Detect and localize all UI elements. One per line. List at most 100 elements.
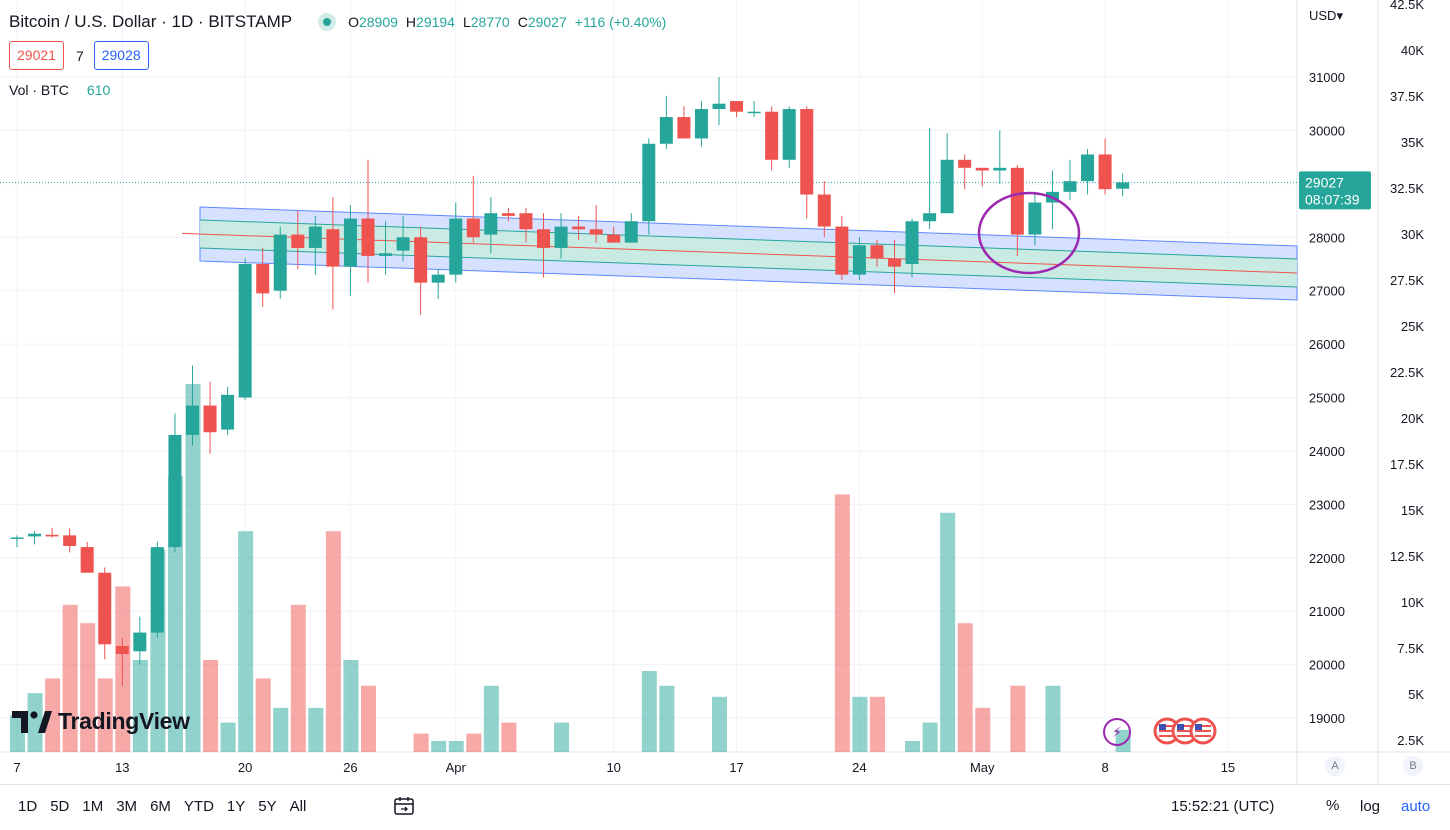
volume-bar <box>466 733 482 752</box>
lightning-icon[interactable]: ⚡ <box>1103 718 1131 746</box>
axis-b-button[interactable]: B <box>1403 756 1423 776</box>
time-tick-label: 17 <box>729 760 743 775</box>
candle <box>537 213 550 278</box>
candle <box>63 528 77 553</box>
time-tick-label: Apr <box>446 760 467 775</box>
time-tick-label: 15 <box>1221 760 1235 775</box>
volume-legend[interactable]: Vol · BTC 610 <box>9 82 110 98</box>
candle <box>730 101 744 118</box>
volume-bar <box>255 678 271 752</box>
candle-body <box>642 143 656 222</box>
range-button-3m[interactable]: 3M <box>116 798 138 815</box>
symbol-title[interactable]: Bitcoin / U.S. Dollar · 1D · BITSTAMP <box>9 12 293 31</box>
tradingview-logo[interactable]: TradingView <box>12 708 190 735</box>
candle <box>519 207 533 243</box>
range-button-ytd[interactable]: YTD <box>183 798 214 815</box>
log-toggle[interactable]: log <box>1360 798 1381 815</box>
candle <box>1063 159 1077 200</box>
logo-text: TradingView <box>58 708 190 734</box>
volume-bar <box>1045 685 1061 752</box>
candle <box>466 175 480 243</box>
candle <box>291 210 305 270</box>
volume-tick-label: 30K <box>1401 227 1424 242</box>
candle <box>835 215 849 280</box>
volume-label: Vol · BTC <box>9 82 69 98</box>
volume-bar <box>869 696 885 752</box>
axis-a-button[interactable]: A <box>1325 756 1345 776</box>
candle <box>782 106 796 168</box>
volume-bar <box>132 660 148 752</box>
sell-button[interactable]: 29021 <box>9 41 64 70</box>
candle-body <box>115 645 129 654</box>
candle-body <box>291 234 305 248</box>
candle-body <box>150 547 164 633</box>
price-change: +116 (+0.40%) <box>574 14 667 30</box>
price-tick-label: 28000 <box>1309 230 1345 245</box>
candle <box>168 413 182 553</box>
price-tick-label: 27000 <box>1309 284 1345 299</box>
price-chart[interactable]: 19000 20000 21000 22000 23000 24000 25000 26000… <box>0 0 1450 784</box>
ohlc-low: L28770 <box>462 14 510 30</box>
auto-scale-toggle[interactable]: auto <box>1401 798 1431 815</box>
volume-tick-label: 20K <box>1401 411 1424 426</box>
candle <box>28 531 42 545</box>
candle-body <box>677 117 691 139</box>
range-button-all[interactable]: All <box>289 798 307 815</box>
volume-tick-label: 12.5K <box>1390 549 1424 564</box>
candle <box>449 202 463 283</box>
volume-bar <box>220 722 236 752</box>
time-tick-label: 8 <box>1101 760 1108 775</box>
candle-body <box>28 533 42 537</box>
utc-clock[interactable]: 15:52:21 (UTC) <box>1171 798 1275 815</box>
candle <box>45 527 59 538</box>
percent-toggle[interactable]: % <box>1326 797 1340 814</box>
candle <box>379 221 393 275</box>
candle <box>975 167 989 187</box>
symbol-legend: Bitcoin / U.S. Dollar · 1D · BITSTAMP O2… <box>9 12 666 32</box>
candle-body <box>1010 167 1024 235</box>
bottom-toolbar: 1D 5D 1M 3M 6M YTD 1Y 5Y All 15:52:21 (UTC) % lo… <box>0 784 1450 830</box>
range-button-6m[interactable]: 6M <box>150 798 171 815</box>
volume-bar <box>1010 685 1026 752</box>
candle <box>870 239 884 267</box>
candle <box>203 381 217 454</box>
market-status-icon[interactable] <box>318 13 337 31</box>
date-range-selector: 1D 5D 1M 3M 6M YTD 1Y 5Y All <box>18 798 319 815</box>
price-axis: 19000 20000 21000 22000 23000 24000 25000 26000… <box>1309 70 1345 726</box>
volume-bar <box>940 512 956 752</box>
volume-tick-label: 35K <box>1401 135 1424 150</box>
candle <box>1081 149 1095 195</box>
buy-button[interactable]: 29028 <box>93 41 149 70</box>
candle-body <box>624 221 638 243</box>
trade-buttons: 29021 7 29028 <box>9 41 149 70</box>
candle-body <box>431 274 445 283</box>
candle-body <box>98 572 112 645</box>
candle-body <box>537 229 550 248</box>
candle-body <box>975 167 989 171</box>
candle-body <box>326 229 340 267</box>
range-button-5d[interactable]: 5D <box>50 798 70 815</box>
calendar-range-icon[interactable] <box>392 795 416 817</box>
range-button-1m[interactable]: 1M <box>82 798 104 815</box>
us-flag-events-icon[interactable] <box>1152 716 1218 746</box>
candle <box>186 365 199 446</box>
volume-bar <box>975 707 991 752</box>
volume-bar <box>922 722 938 752</box>
ohlc-close: C29027 <box>517 14 567 30</box>
range-button-1y[interactable]: 1Y <box>226 798 246 815</box>
candle <box>501 207 515 222</box>
currency-selector[interactable]: USD▾ <box>1309 8 1343 23</box>
volume-axis: 42.5K 40K 37.5K 35K 32.5K 30K 27.5K 25K 22.5K 20K… <box>1390 0 1424 748</box>
volume-bar <box>361 685 376 752</box>
candle-body <box>466 218 480 238</box>
price-tick-label: 19000 <box>1309 711 1345 726</box>
range-button-5y[interactable]: 5Y <box>258 798 277 815</box>
tradingview-logo-icon <box>12 710 52 733</box>
volume-tick-label: 2.5K <box>1397 733 1424 748</box>
volume-tick-label: 37.5K <box>1390 89 1424 104</box>
candle-body <box>361 218 375 256</box>
candle <box>940 133 954 214</box>
candle <box>905 218 919 278</box>
volume-bar <box>62 604 78 752</box>
range-button-1d[interactable]: 1D <box>18 798 38 815</box>
